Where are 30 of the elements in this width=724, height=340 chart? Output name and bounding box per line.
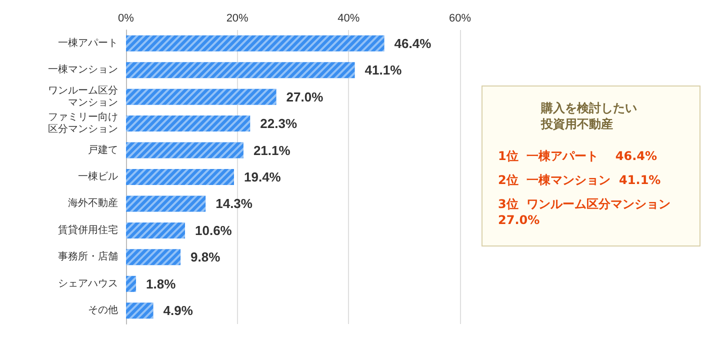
y-tick-label: 一棟ビル	[78, 170, 118, 182]
text: 購入を検討したい投資用不動産	[540, 101, 637, 131]
y-tick-label: シェアハウス	[58, 278, 118, 290]
data-label: 9.8%	[190, 250, 221, 265]
data-label: 4.9%	[163, 303, 194, 318]
data-label: 10.6%	[195, 222, 232, 238]
data-label: 21.1%	[253, 142, 291, 158]
y-tick-label: 賃貸併用住宅	[58, 224, 118, 236]
y-tick-label: 一棟アパート	[58, 36, 118, 49]
data-label: 46.4%	[394, 36, 432, 51]
text: 1位 一棟アパート 46.4%	[498, 149, 658, 163]
data-label: 41.1%	[364, 62, 402, 78]
y-tick-label: ファミリー向け区分マンション	[48, 111, 118, 136]
y-tick-label: ワンルーム区分マンション	[48, 84, 118, 108]
y-tick-label: 一棟マンション	[48, 64, 118, 76]
data-label: 27.0%	[286, 89, 324, 104]
data-label: 22.3%	[260, 116, 298, 132]
y-tick-label: 戸建て	[88, 144, 118, 156]
text: 2位 一棟マンション 41.1%	[498, 173, 661, 187]
x-tick-label: 60%	[448, 12, 472, 24]
y-tick-label: その他	[88, 304, 118, 316]
data-label: 1.8%	[146, 276, 176, 292]
data-label: 14.3%	[216, 196, 253, 212]
x-tick-label: 20%	[226, 12, 249, 24]
y-tick-label: 海外不動産	[68, 197, 118, 210]
x-tick-label: 40%	[338, 12, 360, 24]
y-tick-label: 事務所・店舗	[58, 250, 118, 263]
x-tick-label: 0%	[118, 12, 134, 24]
text: 3位 ワンルーム区分マンション 27.0%	[498, 197, 671, 227]
data-label: 19.4%	[244, 170, 282, 184]
